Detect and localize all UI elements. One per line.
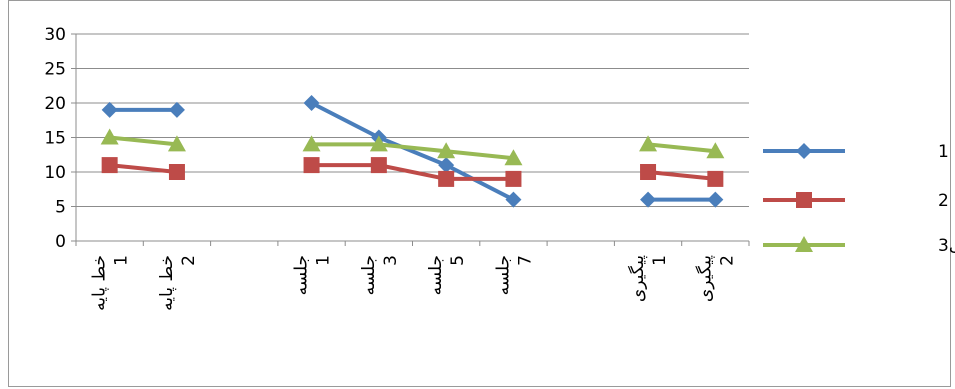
- series-2-point: [707, 170, 724, 187]
- y-tick-labels: 0 5 10 15 20 25 30: [44, 25, 66, 252]
- series-2-point: [101, 157, 118, 174]
- series-1-point: [707, 191, 724, 208]
- y-tick-label-30: 30: [44, 25, 66, 45]
- series-1-point: [168, 101, 185, 118]
- legend: آزمودنی 1 آزمودنی 2 آزمودنی3: [763, 140, 955, 256]
- y-tick-label-5: 5: [55, 198, 66, 218]
- x-category-label: خط پایه 2: [157, 255, 199, 311]
- series-markers: [100, 95, 725, 208]
- series-1-point: [505, 191, 522, 208]
- legend-label-1: آزمودنی 1: [938, 140, 955, 162]
- series-2-point: [370, 157, 387, 174]
- series-2-line-segment: [311, 163, 514, 181]
- x-category-label-line1: جلسه: [359, 255, 379, 295]
- y-tick-label-15: 15: [44, 129, 66, 149]
- series-3-point: [706, 142, 725, 159]
- x-category-label-line2: 3: [381, 255, 401, 266]
- series-2-line-segment: [647, 170, 716, 181]
- x-category-label-line2: 7: [515, 255, 535, 266]
- series-3-point: [100, 128, 119, 145]
- series-3-line-segment: [109, 135, 178, 147]
- series-2-line-segment: [109, 163, 178, 174]
- y-tick-label-20: 20: [44, 94, 66, 114]
- legend-label-3: آزمودنی3: [938, 234, 955, 256]
- series-3-point: [504, 149, 523, 166]
- series-3-point: [437, 142, 456, 159]
- series-3-line-segment: [647, 142, 716, 154]
- legend-marker-2: [796, 192, 812, 208]
- x-category-label-line2: 5: [448, 255, 468, 266]
- series-1-line-segment: [310, 101, 515, 202]
- x-category-label-line2: 1: [314, 255, 334, 266]
- x-category-label: پیگیری 2: [694, 255, 737, 302]
- x-category-label-line1: جلسه: [292, 255, 312, 295]
- gridlines: [76, 33, 749, 207]
- series-2-point: [438, 170, 455, 187]
- x-category-labels: خط پایه 1 خط پایه 2 جلسه 1 جلسه 3 جلسه 5 جلسه 7 پیگی…: [90, 255, 738, 311]
- x-category-label-line1: خط پایه: [157, 255, 177, 311]
- legend-label-2: آزمودنی 2: [938, 189, 955, 211]
- x-category-label: جلسه 3: [359, 255, 401, 295]
- x-category-label-line1: خط پایه: [90, 255, 110, 311]
- x-category-label-line1: جلسه: [493, 255, 513, 295]
- series-lines: [109, 101, 716, 202]
- x-category-label-line1: پیگیری: [627, 255, 648, 302]
- series-3-line-segment: [311, 142, 514, 161]
- series-1-point: [438, 157, 455, 174]
- x-category-label: جلسه 1: [292, 255, 334, 295]
- series-2-point: [505, 170, 522, 187]
- x-category-label-line2: 1: [112, 255, 132, 266]
- series-1-point: [101, 101, 118, 118]
- x-category-label: جلسه 7: [493, 255, 535, 295]
- x-category-label-line2: 2: [717, 255, 737, 266]
- x-category-label: جلسه 5: [426, 255, 468, 295]
- series-3-point: [639, 135, 658, 152]
- x-category-label: پیگیری 1: [627, 255, 670, 302]
- axes: [71, 33, 750, 246]
- legend-marker-1: [796, 143, 812, 159]
- x-category-label-line2: 2: [179, 255, 199, 266]
- x-category-label-line1: پیگیری: [694, 255, 715, 302]
- x-category-label: خط پایه 1: [90, 255, 132, 311]
- y-tick-label-10: 10: [44, 163, 66, 183]
- x-category-label-line2: 1: [650, 255, 670, 266]
- series-2-point: [640, 164, 657, 180]
- series-2-point: [303, 157, 320, 174]
- series-1-point: [303, 95, 320, 111]
- x-category-label-line1: جلسه: [426, 255, 446, 295]
- legend-marker-3: [795, 236, 813, 252]
- chart-border: [8, 0, 951, 387]
- series-3-point: [369, 135, 388, 152]
- series-3-point: [167, 135, 186, 152]
- y-tick-label-0: 0: [55, 232, 66, 252]
- series-1-point: [640, 191, 657, 208]
- series-2-point: [168, 164, 185, 180]
- series-3-point: [302, 135, 321, 152]
- y-tick-label-25: 25: [44, 60, 66, 80]
